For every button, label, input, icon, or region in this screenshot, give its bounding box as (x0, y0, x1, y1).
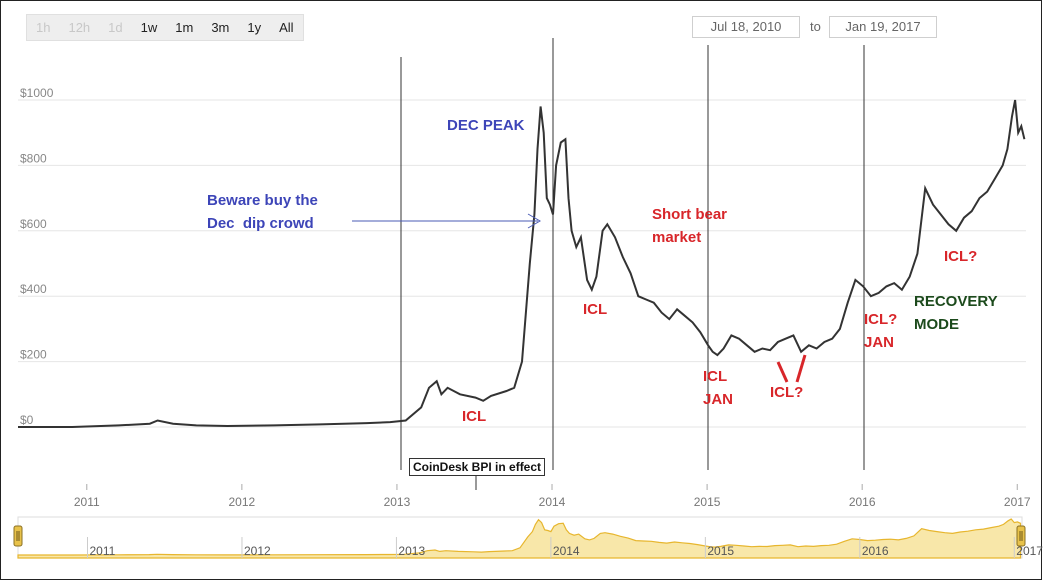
range-button-1w[interactable]: 1w (140, 20, 158, 35)
range-button-12h[interactable]: 12h (68, 20, 91, 35)
date-from-input[interactable]: Jul 18, 2010 (692, 16, 800, 38)
y-tick-label: $400 (20, 282, 47, 296)
annotation-icl-q-jan: ICL? JAN (864, 311, 898, 351)
navigator-tick-label: 2015 (707, 544, 734, 558)
grid-lines (18, 99, 1026, 428)
y-tick-label: $200 (20, 348, 47, 362)
navigator-tick-label: 2012 (244, 544, 271, 558)
x-tick-label: 2014 (539, 495, 566, 509)
x-axis-ticks: 2011 2012 2013 2014 2015 2016 2017 (74, 484, 1031, 509)
annotation-icl-q-1: ICL? (770, 384, 804, 401)
range-button-1d[interactable]: 1d (108, 20, 123, 35)
annotation-icl-q-2: ICL? (944, 248, 978, 265)
x-tick-label: 2015 (694, 495, 721, 509)
range-button-3m[interactable]: 3m (211, 20, 230, 35)
navigator-tick-label: 2016 (862, 544, 889, 558)
icl-mark-left (776, 361, 789, 383)
navigator-tick-label: 2017 (1016, 544, 1043, 558)
range-button-1h[interactable]: 1h (36, 20, 51, 35)
y-tick-label: $600 (20, 217, 47, 231)
date-to-label: to (810, 19, 821, 34)
coindesk-bpi-tooltip: CoinDesk BPI in effect (409, 458, 546, 476)
annotation-vertical-lines (400, 38, 865, 470)
y-axis-ticks: $0 $200 $400 $600 $800 $1000 (20, 86, 54, 427)
y-tick-label: $1000 (20, 86, 54, 100)
range-button-all[interactable]: All (279, 20, 294, 35)
annotation-icl-2: ICL (462, 408, 487, 425)
navigator-tick-label: 2011 (90, 544, 116, 558)
y-tick-label: $0 (20, 413, 34, 427)
annotation-icl-1: ICL (583, 301, 608, 318)
navigator-right-handle[interactable] (1016, 525, 1026, 547)
navigator: 2011 2012 2013 2014 2015 2016 2017 (13, 516, 1043, 559)
y-tick-label: $800 (20, 151, 47, 165)
annotation-beware: Beware buy the Dec dip crowd (207, 192, 318, 232)
x-tick-label: 2013 (384, 495, 411, 509)
beware-arrow-head (527, 213, 541, 229)
navigator-left-handle[interactable] (13, 525, 23, 547)
range-selector: 1h 12h 1d 1w 1m 3m 1y All (26, 14, 304, 41)
annotation-dec-peak: DEC PEAK (447, 117, 525, 134)
price-series-line (18, 99, 1026, 428)
annotation-short-bear: Short bear market (652, 206, 728, 246)
navigator-tick-label: 2014 (553, 544, 580, 558)
icl-mark-right (795, 354, 807, 383)
annotation-icl-jan-1: ICL JAN (703, 368, 734, 408)
handle-body (1016, 525, 1026, 547)
x-tick-label: 2011 (74, 495, 100, 509)
range-button-1y[interactable]: 1y (247, 20, 262, 35)
x-tick-label: 2012 (229, 495, 256, 509)
annotation-arrows (352, 213, 807, 490)
range-button-1m[interactable]: 1m (175, 20, 194, 35)
navigator-series-area (17, 518, 1022, 559)
handle-body (13, 525, 23, 547)
x-tick-label: 2017 (1004, 495, 1031, 509)
date-to-input[interactable]: Jan 19, 2017 (829, 16, 937, 38)
x-tick-label: 2016 (849, 495, 876, 509)
navigator-tick-label: 2013 (398, 544, 425, 558)
annotation-recovery: RECOVERY MODE (914, 293, 998, 333)
